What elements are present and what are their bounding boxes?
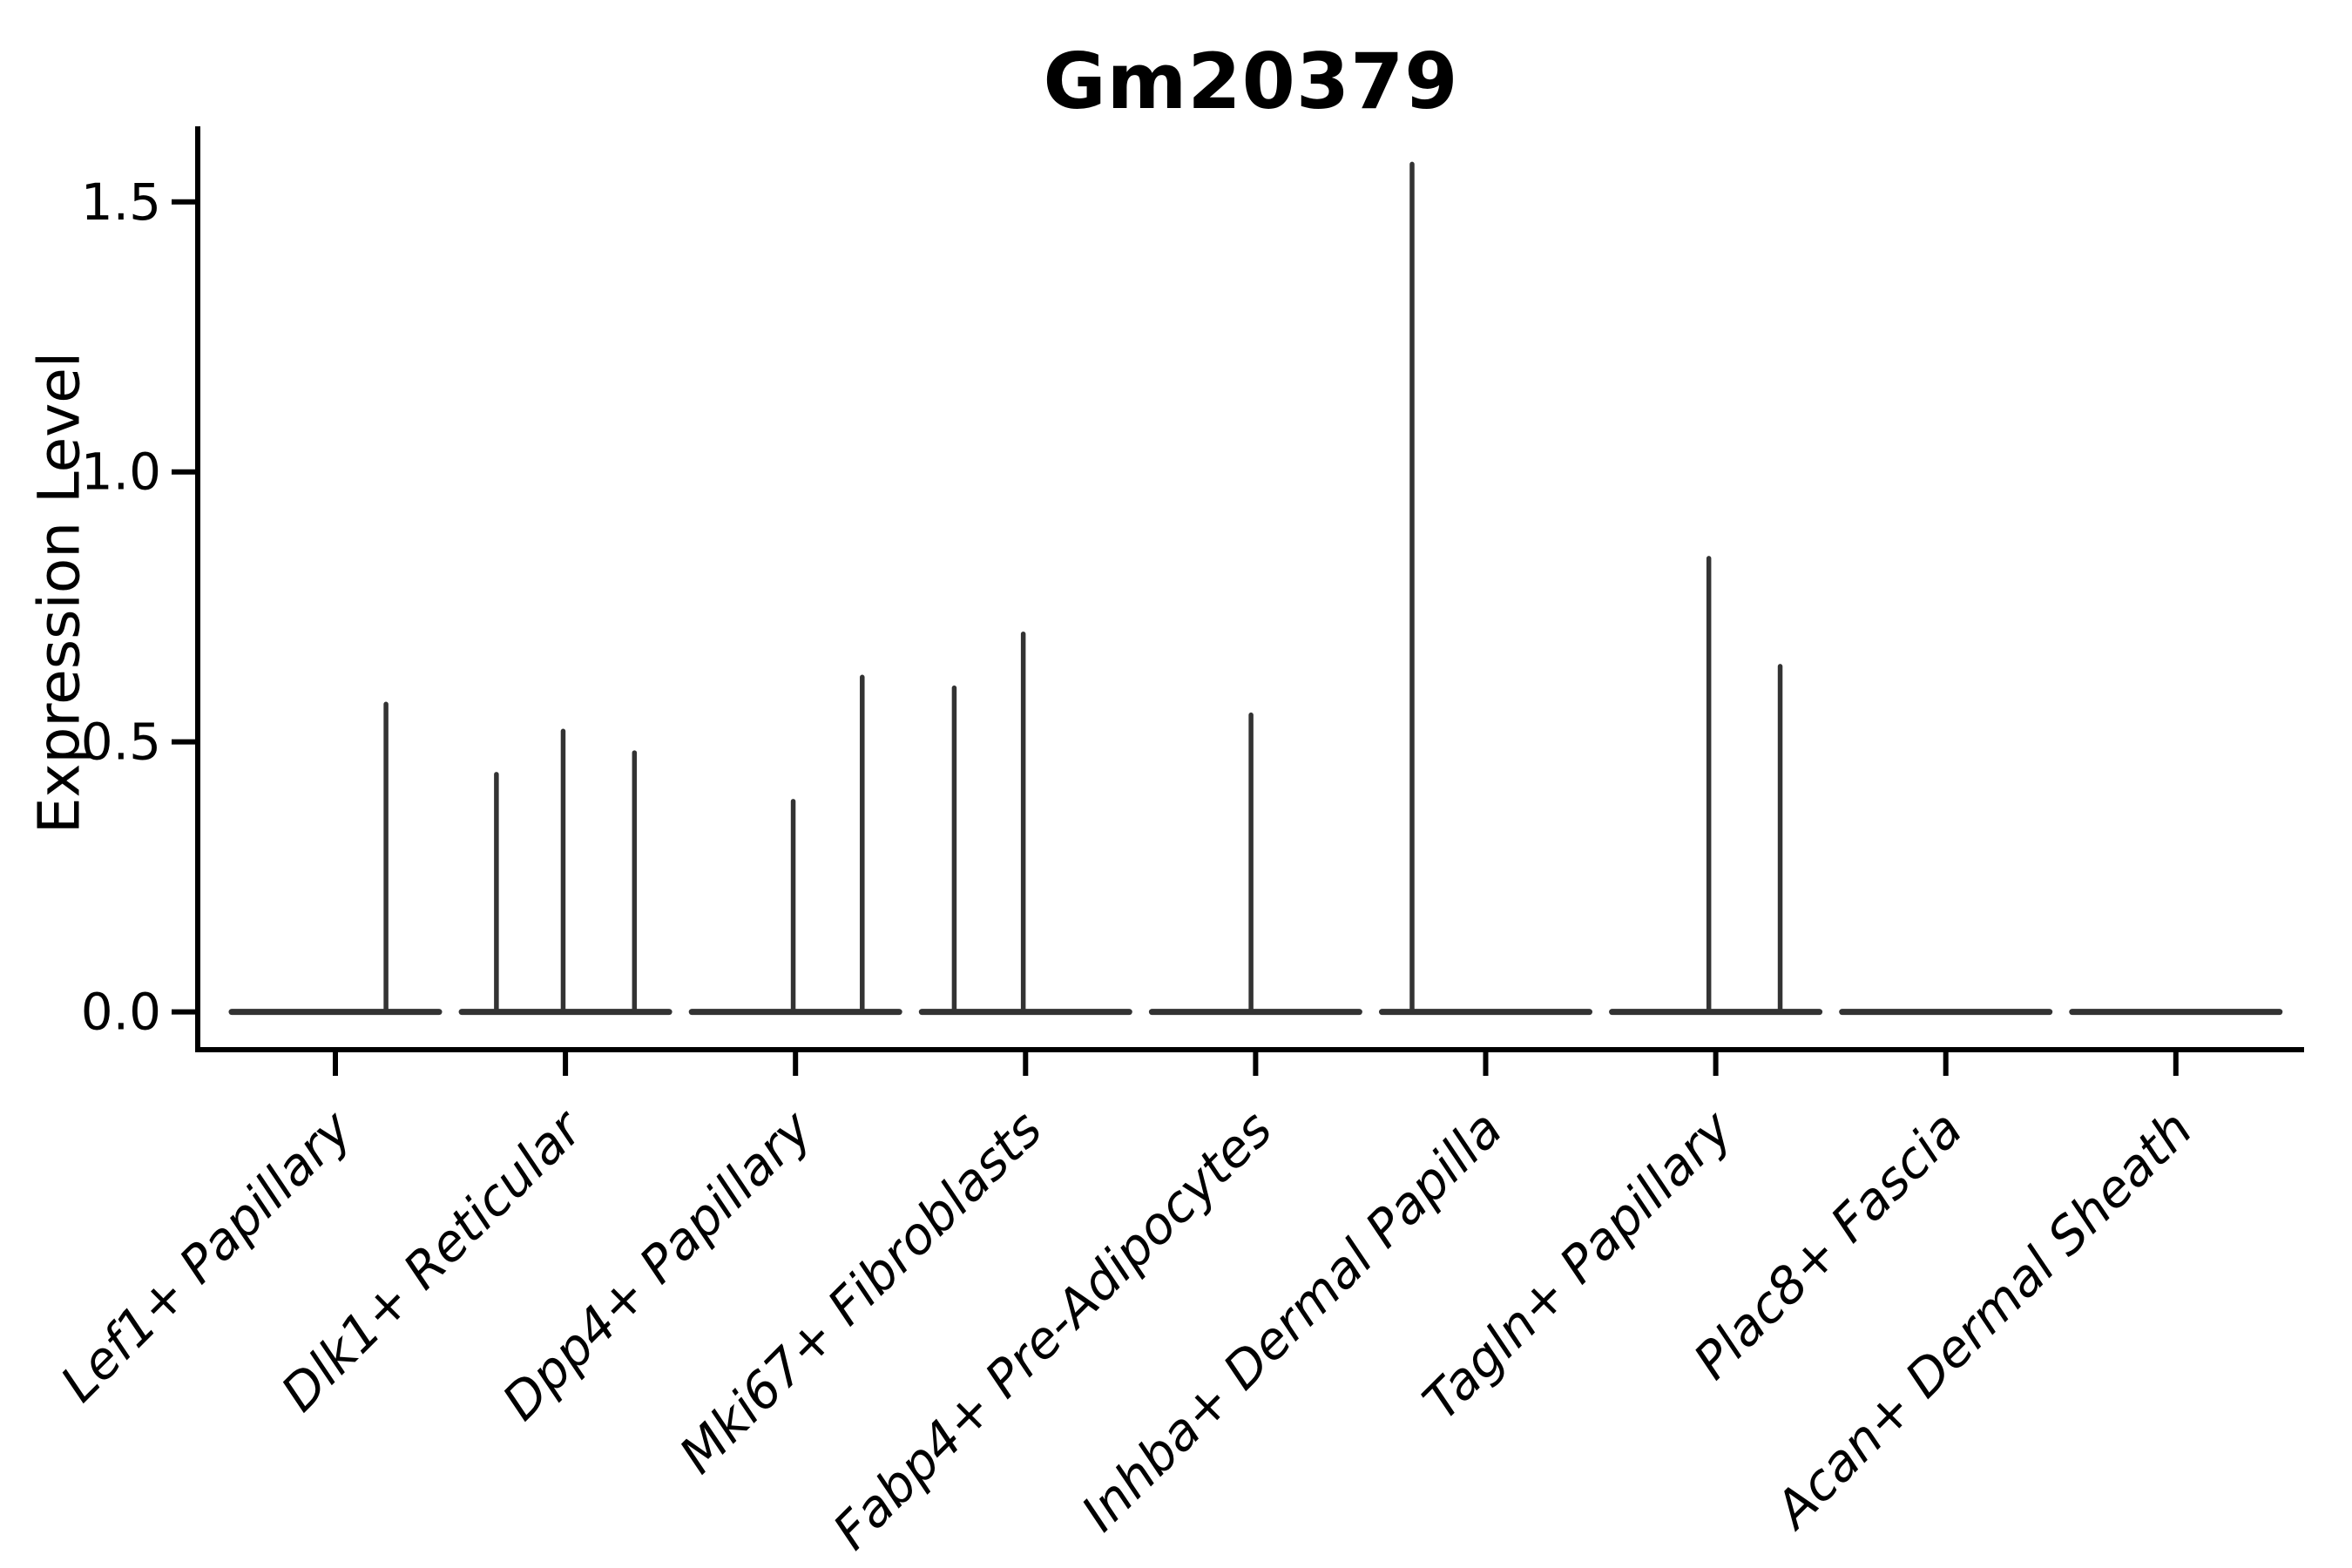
x-tick-label: Inhba+ Dermal Papilla xyxy=(1070,1099,1513,1543)
x-tick-label: Fabp4+ Pre-Adipocytes xyxy=(821,1099,1283,1561)
y-tick-label: 0.5 xyxy=(81,713,161,772)
x-tick-label: Acan+ Dermal Sheath xyxy=(1761,1099,2204,1542)
y-tick-label: 1.0 xyxy=(81,443,161,502)
y-tick-label: 0.0 xyxy=(81,983,161,1042)
y-tick-label: 1.5 xyxy=(81,172,161,232)
chart-title: Gm20379 xyxy=(1043,37,1459,126)
